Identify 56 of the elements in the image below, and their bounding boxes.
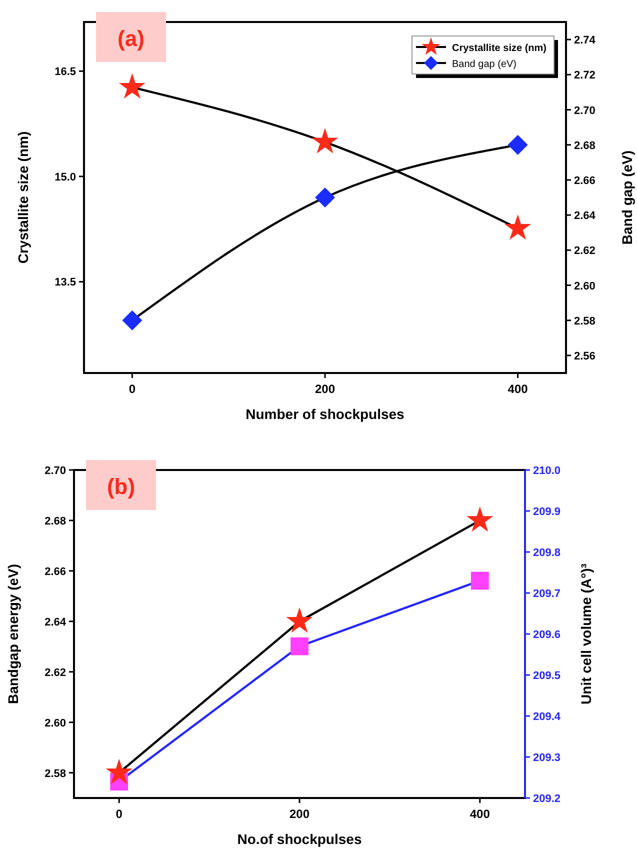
point — [466, 506, 494, 532]
point — [504, 214, 532, 240]
point — [106, 758, 132, 784]
point — [290, 637, 308, 656]
y2-tick-label: 2.74 — [574, 34, 596, 47]
y2-tick-label: 209.6 — [533, 629, 561, 641]
y2-tick-label: 209.2 — [533, 793, 561, 805]
annotation: (a) — [118, 26, 144, 51]
point — [122, 310, 142, 330]
y2-tick-label: 209.7 — [533, 588, 561, 600]
y2-tick-label: 2.72 — [574, 70, 596, 82]
y2-tick-label: 209.4 — [533, 711, 562, 723]
y-tick-label: 2.58 — [44, 768, 66, 780]
x-tick-label: 200 — [289, 807, 310, 821]
y-tick-label: 2.60 — [44, 717, 66, 730]
y2-tick-label: 2.58 — [574, 315, 596, 328]
x-tick-label: 0 — [116, 807, 123, 821]
y-tick-label: 2.66 — [44, 566, 66, 578]
y-tick-label: 2.62 — [44, 666, 66, 679]
y2-tick-label: 2.64 — [574, 210, 596, 222]
y2-tick-label: 209.8 — [533, 547, 561, 559]
point — [312, 128, 338, 154]
x-tick-label: 0 — [128, 382, 136, 396]
y2-tick-label: 2.62 — [574, 245, 596, 258]
y2-tick-label: 2.70 — [574, 104, 596, 117]
y-tick-label: 2.64 — [44, 616, 67, 628]
y2-tick-label: 209.9 — [533, 506, 561, 518]
y2-axis-title: Band gap (eV) — [619, 150, 635, 245]
legend-label: Band gap (eV) — [452, 59, 516, 70]
y-axis-title: Crystallite size (nm) — [15, 131, 31, 264]
y2-tick-label: 210.0 — [533, 465, 561, 477]
y-tick-label: 2.68 — [44, 515, 66, 528]
point — [470, 572, 489, 590]
x-tick-label: 400 — [508, 382, 528, 396]
y-tick-label: 2.70 — [44, 465, 66, 477]
y2-tick-label: 209.3 — [533, 752, 561, 764]
y2-tick-label: 2.68 — [574, 140, 596, 152]
point — [286, 607, 313, 633]
x-tick-label: 400 — [470, 807, 490, 821]
x-axis-title: No.of shockpulses — [237, 831, 362, 847]
y2-tick-label: 2.60 — [574, 280, 596, 292]
y-tick-label: 13.5 — [54, 276, 76, 289]
point — [508, 134, 528, 155]
point — [315, 188, 335, 208]
y2-axis-title: Unit cell volume (A°)³ — [578, 563, 594, 704]
y-tick-label: 15.0 — [54, 171, 76, 184]
legend-label: Crystallite size (nm) — [452, 43, 546, 54]
x-axis-title: Number of shockpulses — [246, 406, 405, 422]
x-tick-label: 200 — [314, 382, 336, 396]
y2-tick-label: 209.5 — [533, 670, 561, 682]
annotation: (b) — [106, 474, 136, 499]
point — [118, 73, 146, 99]
y2-tick-label: 2.66 — [574, 174, 596, 187]
y-tick-label: 16.5 — [54, 66, 76, 78]
y2-tick-label: 2.56 — [574, 350, 596, 362]
y-axis-title: Bandgap energy (eV) — [5, 564, 21, 704]
